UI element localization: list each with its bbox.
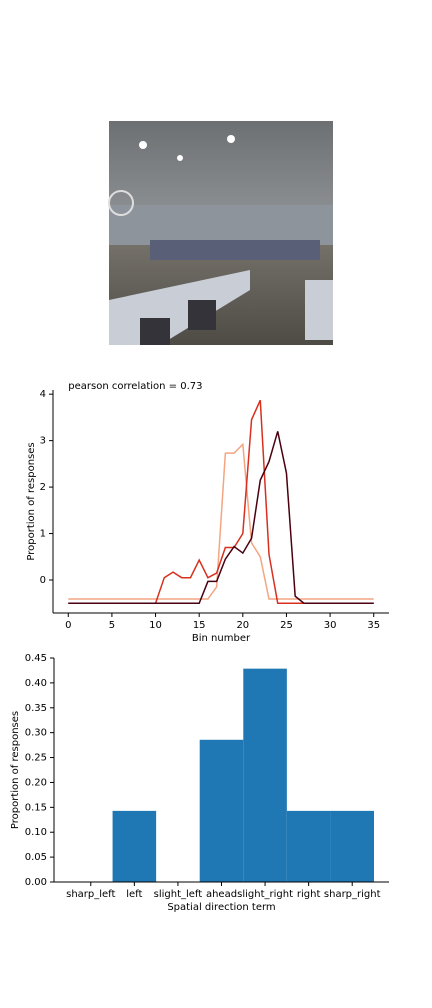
photo-light: [177, 155, 183, 161]
x-tick-label: 15: [193, 620, 206, 631]
x-tick-label: right: [297, 889, 321, 900]
y-tick-label: 0.40: [25, 678, 47, 689]
y-tick-label: 0.20: [25, 777, 47, 788]
photo-case-base: [188, 300, 216, 330]
bar: [199, 739, 244, 882]
y-tick-label: 2: [40, 482, 46, 493]
x-tick-label: 10: [149, 620, 162, 631]
x-axis-label: Bin number: [192, 633, 251, 644]
x-tick-label: ahead: [206, 889, 237, 900]
y-tick-label: 4: [40, 389, 46, 400]
y-tick-label: 0.15: [25, 802, 47, 813]
photo-cases-far: [150, 240, 320, 260]
x-tick-label: sharp_left: [66, 889, 115, 900]
y-tick-label: 3: [40, 436, 46, 447]
photo-case: [305, 280, 333, 340]
x-tick-label: 0: [65, 620, 71, 631]
y-axis-label: Proportion of responses: [26, 442, 37, 560]
x-tick-label: 30: [324, 620, 337, 631]
x-tick-label: 35: [367, 620, 380, 631]
x-tick-label: left: [126, 889, 142, 900]
y-tick-label: 0.30: [25, 728, 47, 739]
y-tick-label: 1: [40, 529, 46, 540]
y-tick-label: 0.45: [25, 653, 47, 664]
y-tick-label: 0: [40, 575, 46, 586]
annotation: pearson correlation = 0.73: [68, 381, 202, 392]
photo-chandelier: [108, 190, 134, 216]
x-tick-label: 20: [236, 620, 249, 631]
photo-light: [227, 135, 235, 143]
photo-light: [139, 141, 147, 149]
x-tick-label: slight_right: [237, 889, 293, 900]
bar: [243, 668, 287, 882]
y-tick-label: 0.35: [25, 703, 47, 714]
y-axis-label: Proportion of responses: [10, 711, 21, 829]
photo-case-base: [140, 318, 170, 345]
line-series: [68, 431, 374, 604]
y-tick-label: 0.00: [25, 877, 47, 888]
x-tick-label: 25: [280, 620, 293, 631]
photo-wall: [109, 205, 333, 245]
x-tick-label: 5: [109, 620, 115, 631]
x-tick-label: sharp_right: [324, 889, 381, 900]
line-series: [68, 442, 374, 600]
y-tick-label: 0.10: [25, 827, 47, 838]
photo: [108, 121, 333, 345]
x-tick-label: slight_left: [154, 889, 203, 900]
y-tick-label: 0.25: [25, 753, 47, 764]
y-tick-label: 0.05: [25, 852, 47, 863]
bar: [112, 810, 157, 882]
line-series: [68, 399, 374, 604]
bar: [286, 810, 331, 882]
bar: [330, 810, 374, 882]
x-axis-label: Spatial direction term: [167, 902, 275, 913]
